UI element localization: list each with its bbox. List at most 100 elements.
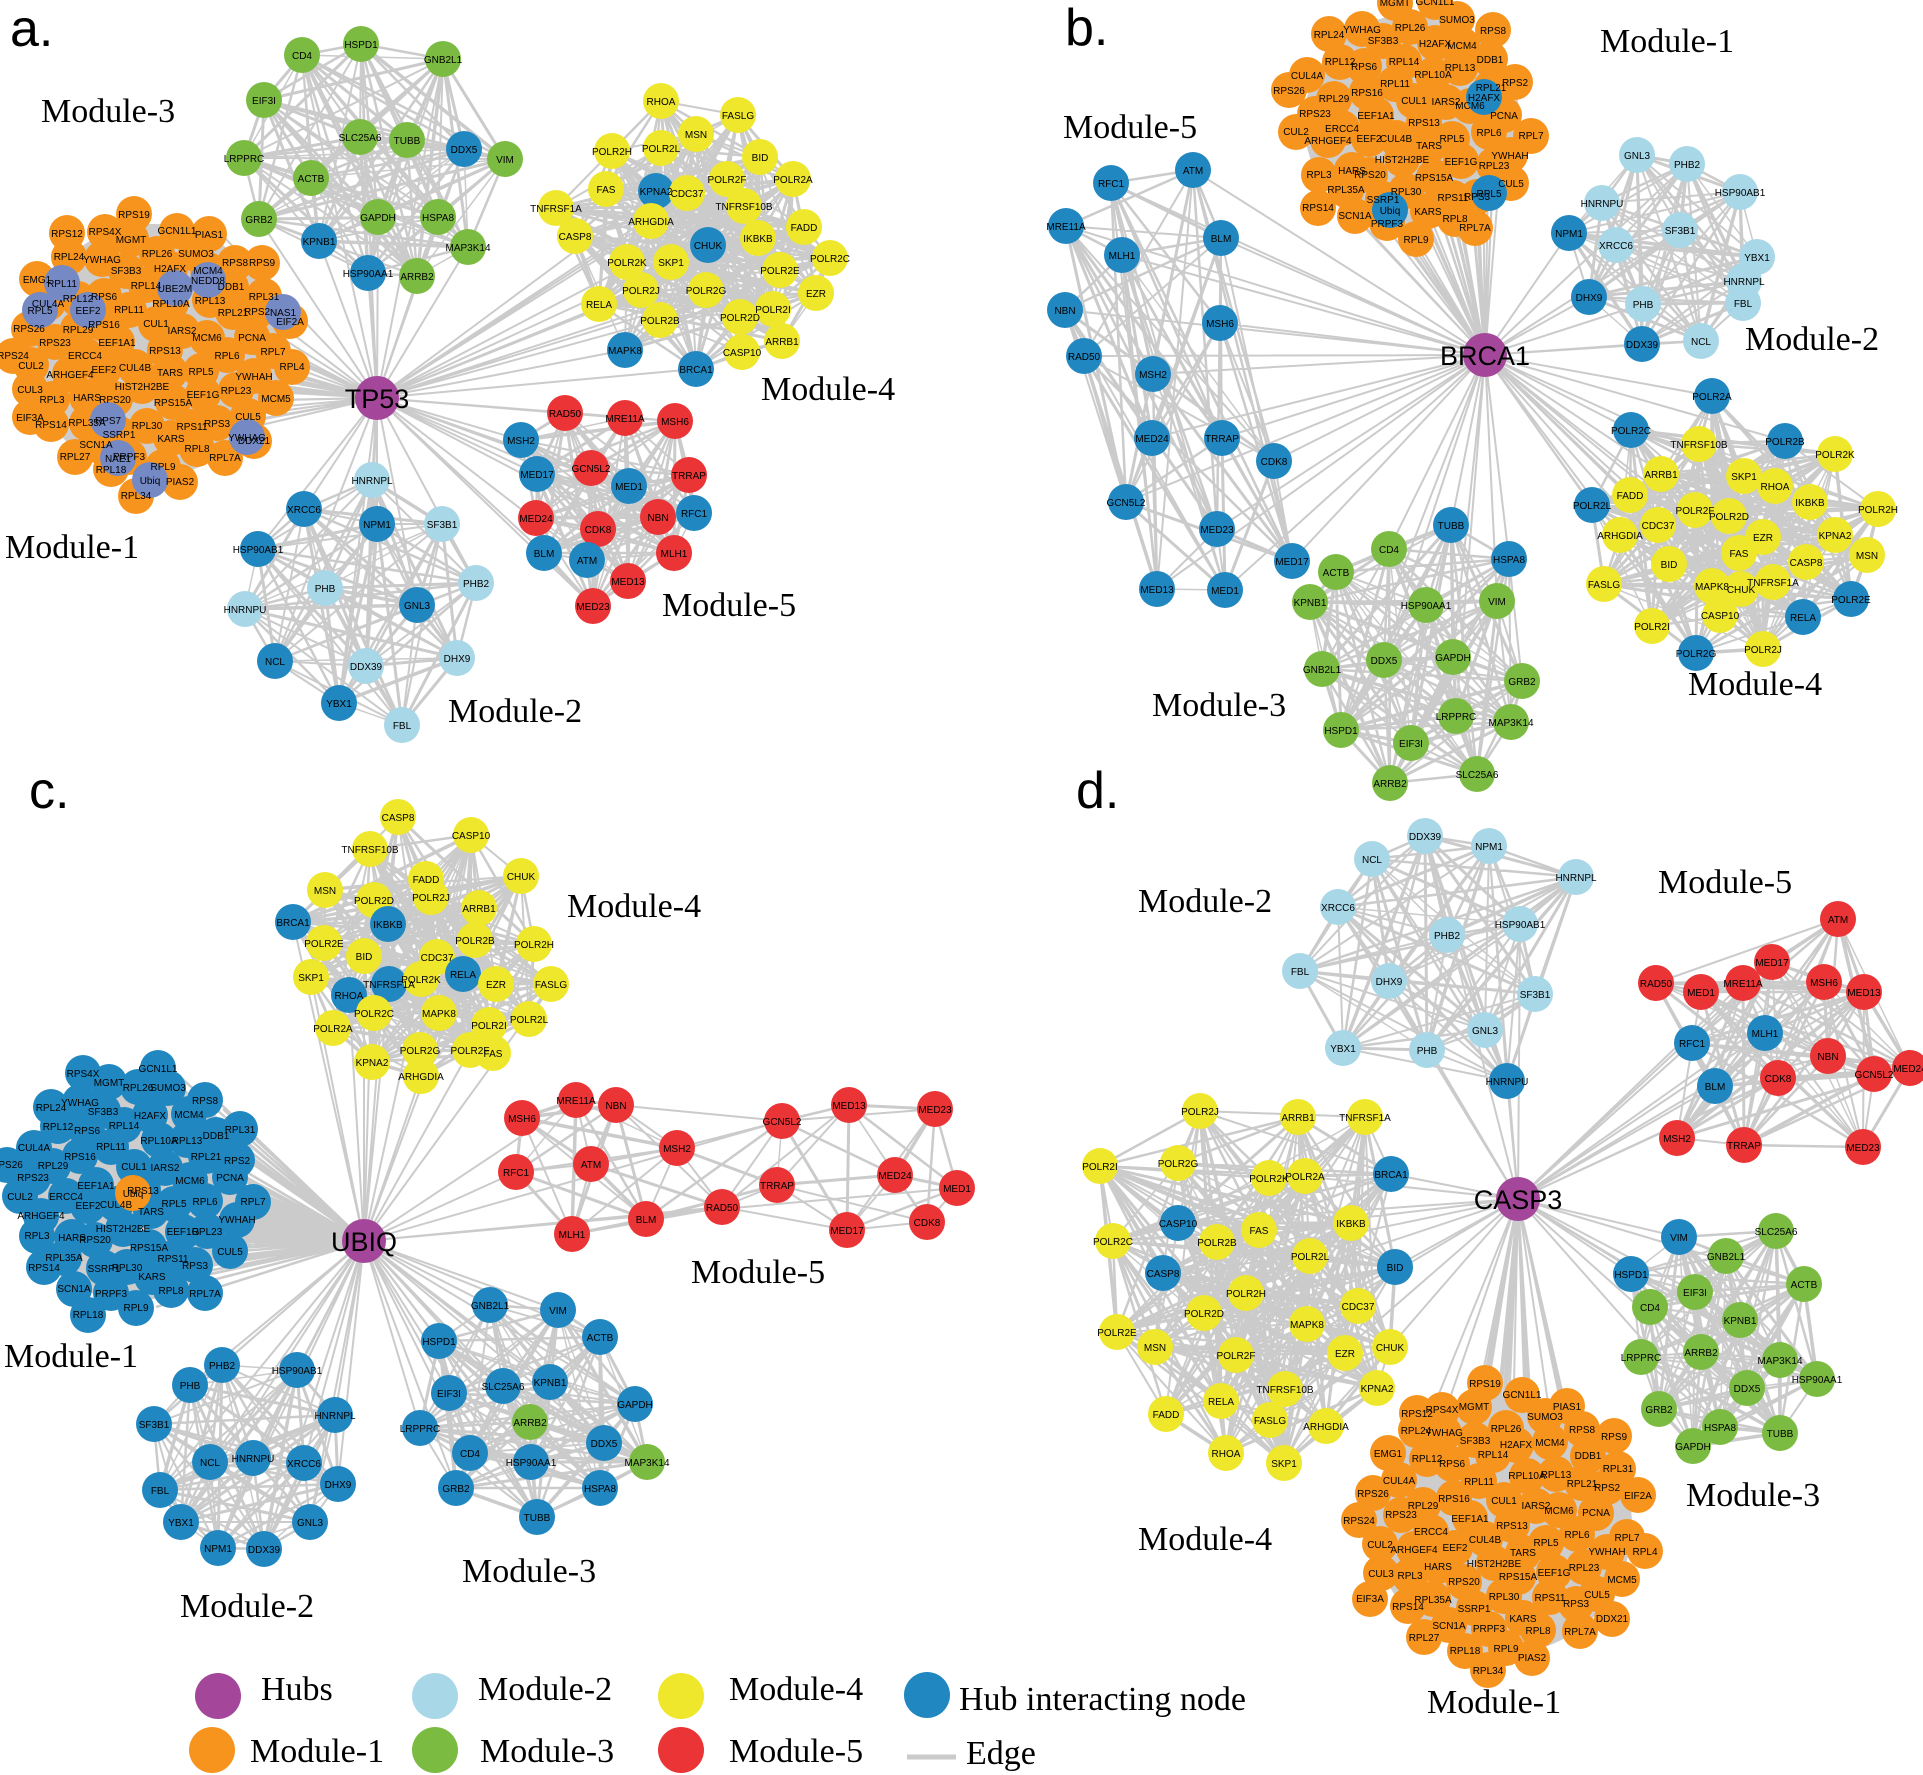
svg-text:FBL: FBL [393,721,412,732]
svg-text:CUL3: CUL3 [1368,1569,1394,1580]
svg-text:SSRP1: SSRP1 [1458,1604,1491,1615]
svg-text:Hubs: Hubs [261,1671,333,1708]
svg-text:RPS26: RPS26 [1357,1489,1389,1500]
svg-text:HSPA8: HSPA8 [584,1484,616,1495]
svg-text:DDX21: DDX21 [238,436,271,447]
svg-text:ARRB2: ARRB2 [1684,1348,1718,1359]
svg-text:SCN1A: SCN1A [1432,1621,1466,1632]
svg-text:GCN1L1: GCN1L1 [1503,1390,1542,1401]
svg-text:Hub interacting node: Hub interacting node [959,1681,1246,1718]
svg-text:RPL26: RPL26 [1395,23,1426,34]
svg-text:RPS3: RPS3 [1464,192,1491,203]
svg-text:RPL7A: RPL7A [1459,223,1491,234]
svg-text:EIF2A: EIF2A [1624,1491,1652,1502]
svg-text:PCNA: PCNA [238,333,266,344]
svg-text:RPS8: RPS8 [1569,1425,1596,1436]
svg-text:CD4: CD4 [1379,545,1399,556]
svg-text:SF3B1: SF3B1 [139,1420,170,1431]
svg-text:RPL26: RPL26 [1491,1424,1522,1435]
svg-text:POLR2A: POLR2A [313,1024,353,1035]
svg-text:RPS16: RPS16 [1438,1494,1470,1505]
svg-text:HSP90AA1: HSP90AA1 [1401,601,1452,612]
svg-text:POLR2E: POLR2E [1831,595,1871,606]
svg-text:RPL13: RPL13 [1445,63,1476,74]
svg-text:GCN5L2: GCN5L2 [1107,498,1146,509]
svg-text:RPL11: RPL11 [114,305,144,316]
svg-text:ARRB1: ARRB1 [1644,470,1678,481]
svg-text:Module-4: Module-4 [1688,666,1822,703]
svg-text:FASLG: FASLG [535,980,567,991]
svg-text:CUL1: CUL1 [1491,1496,1517,1507]
svg-text:IKBKB: IKBKB [373,920,403,931]
svg-text:RPL34: RPL34 [1473,1666,1504,1677]
svg-text:RHOA: RHOA [335,991,364,1002]
svg-text:RPS3: RPS3 [204,419,231,430]
svg-text:RPL29: RPL29 [1319,94,1350,105]
svg-text:RPS26: RPS26 [0,1160,23,1171]
svg-text:SF3B3: SF3B3 [1368,36,1399,47]
svg-text:ARHGEF4: ARHGEF4 [46,370,94,381]
svg-text:GCN1L1: GCN1L1 [158,226,197,237]
svg-text:EZR: EZR [1335,1349,1355,1360]
svg-text:CDC37: CDC37 [421,953,454,964]
svg-text:GNB2L1: GNB2L1 [1707,1252,1746,1263]
svg-text:RPS12: RPS12 [51,229,83,240]
svg-text:RPS12: RPS12 [1401,1409,1433,1420]
svg-text:RPL7A: RPL7A [209,453,241,464]
svg-text:RPL35A: RPL35A [1414,1595,1452,1606]
svg-text:RPL23: RPL23 [221,386,252,397]
svg-text:KPNB1: KPNB1 [1724,1316,1757,1327]
svg-text:POLR2B: POLR2B [640,316,680,327]
svg-text:POLR2C: POLR2C [1093,1237,1133,1248]
svg-text:MCM5: MCM5 [1607,1575,1637,1586]
svg-text:CASP8: CASP8 [1790,558,1823,569]
svg-text:VIM: VIM [496,155,514,166]
svg-text:RPS19: RPS19 [1469,1379,1501,1390]
svg-text:YBX1: YBX1 [1330,1044,1356,1055]
svg-text:MGMT: MGMT [116,235,147,246]
svg-text:Module-5: Module-5 [691,1254,825,1291]
svg-text:HNRNPU: HNRNPU [224,605,267,616]
svg-text:BLM: BLM [1211,234,1232,245]
svg-text:MED17: MED17 [1275,557,1309,568]
svg-text:Module-5: Module-5 [1063,109,1197,146]
svg-text:EEF1G: EEF1G [1445,157,1478,168]
svg-text:MED13: MED13 [832,1101,866,1112]
svg-text:POLR2H: POLR2H [592,147,632,158]
svg-text:Module-5: Module-5 [1658,864,1792,901]
svg-text:CHUK: CHUK [1376,1343,1405,1354]
svg-text:NBN: NBN [647,513,668,524]
svg-text:TARS: TARS [138,1207,164,1218]
svg-text:RPL23: RPL23 [1569,1563,1600,1574]
svg-text:HNRNPU: HNRNPU [232,1454,275,1465]
svg-text:RAD50: RAD50 [549,409,582,420]
svg-text:YWHAH: YWHAH [1491,151,1528,162]
svg-text:IKBKB: IKBKB [743,234,773,245]
svg-text:FBL: FBL [1291,967,1310,978]
svg-text:RPL3: RPL3 [1306,170,1331,181]
svg-text:MED23: MED23 [1846,1143,1880,1154]
svg-text:RPL30: RPL30 [112,1263,143,1274]
svg-text:ARRB2: ARRB2 [1373,779,1407,790]
svg-text:Module-1: Module-1 [5,529,139,566]
svg-text:CD4: CD4 [292,51,312,62]
svg-text:RPL7A: RPL7A [189,1289,221,1300]
svg-text:SF3B3: SF3B3 [111,266,142,277]
svg-text:RPS13: RPS13 [127,1186,159,1197]
svg-text:RPS15A: RPS15A [1499,1572,1538,1583]
svg-text:SKP1: SKP1 [1271,1459,1297,1470]
svg-text:RPL31: RPL31 [249,292,280,303]
svg-text:CHUK: CHUK [694,241,723,252]
svg-text:SF3B1: SF3B1 [1665,226,1696,237]
svg-text:NAE1: NAE1 [105,454,132,465]
svg-text:PRPF3: PRPF3 [1371,219,1404,230]
svg-text:GCN1L1: GCN1L1 [139,1064,178,1075]
svg-text:HARS: HARS [1424,1562,1452,1573]
svg-text:BID: BID [1387,1263,1404,1274]
svg-text:POLR2A: POLR2A [1285,1172,1325,1183]
svg-text:HSPD1: HSPD1 [422,1337,456,1348]
svg-text:FBL: FBL [151,1486,170,1497]
svg-text:RPL12: RPL12 [63,294,94,305]
svg-text:RHOA: RHOA [647,97,676,108]
svg-text:RPL24: RPL24 [1314,30,1345,41]
